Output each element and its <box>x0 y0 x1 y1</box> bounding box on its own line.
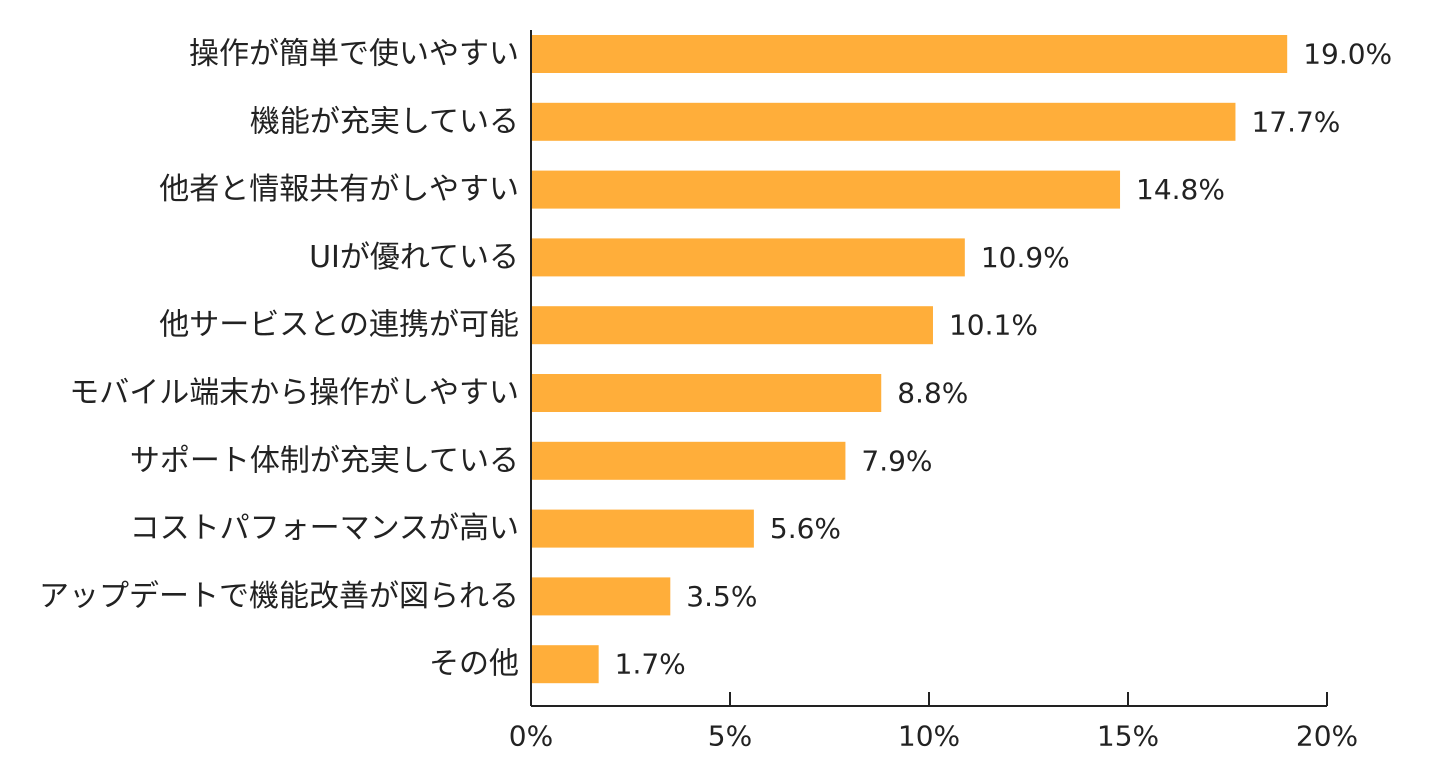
value-label: 1.7% <box>615 648 686 681</box>
bar <box>531 102 1236 141</box>
category-label: モバイル端末から操作がしやすい <box>69 376 519 411</box>
bar <box>531 441 846 480</box>
category-label: UIが優れている <box>309 240 519 275</box>
bars-group <box>531 35 1288 684</box>
category-label: 他者と情報共有がしやすい <box>159 172 519 207</box>
bar <box>531 170 1121 209</box>
bar <box>531 577 671 616</box>
category-label: サポート体制が充実している <box>130 443 519 478</box>
value-label: 10.9% <box>981 241 1070 274</box>
x-tick-label: 15% <box>1097 720 1159 753</box>
value-label: 19.0% <box>1303 38 1392 71</box>
x-tick-label: 5% <box>708 720 752 753</box>
value-label: 7.9% <box>861 444 932 477</box>
bar <box>531 509 754 548</box>
value-label: 5.6% <box>770 512 841 545</box>
value-label: 14.8% <box>1136 173 1225 206</box>
category-label: 他サービスとの連携が可能 <box>159 308 519 343</box>
value-label: 17.7% <box>1251 105 1340 138</box>
x-tick-label: 20% <box>1296 720 1358 753</box>
bar <box>531 306 933 345</box>
value-label: 10.1% <box>949 309 1038 342</box>
category-label: その他 <box>429 647 519 682</box>
x-tick-label: 0% <box>509 720 553 753</box>
bar <box>531 238 965 277</box>
category-label: 機能が充実している <box>250 104 519 139</box>
axes-group: 0% 5% 10% 15% 20% <box>509 30 1358 753</box>
bar <box>531 645 599 684</box>
bar <box>531 35 1288 73</box>
category-label: 操作が簡単で使いやすい <box>189 37 519 72</box>
category-label: コストパフォーマンスが高い <box>130 511 519 546</box>
category-label: アップデートで機能改善が図られる <box>39 579 519 614</box>
value-label: 3.5% <box>686 580 757 613</box>
value-label: 8.8% <box>897 377 968 410</box>
value-labels-group: 19.0% 17.7% 14.8% 10.9% 10.1% 8.8% 7.9% 5.6% 3.5… <box>615 38 1392 681</box>
x-tick-label: 10% <box>898 720 960 753</box>
bar <box>531 374 882 412</box>
